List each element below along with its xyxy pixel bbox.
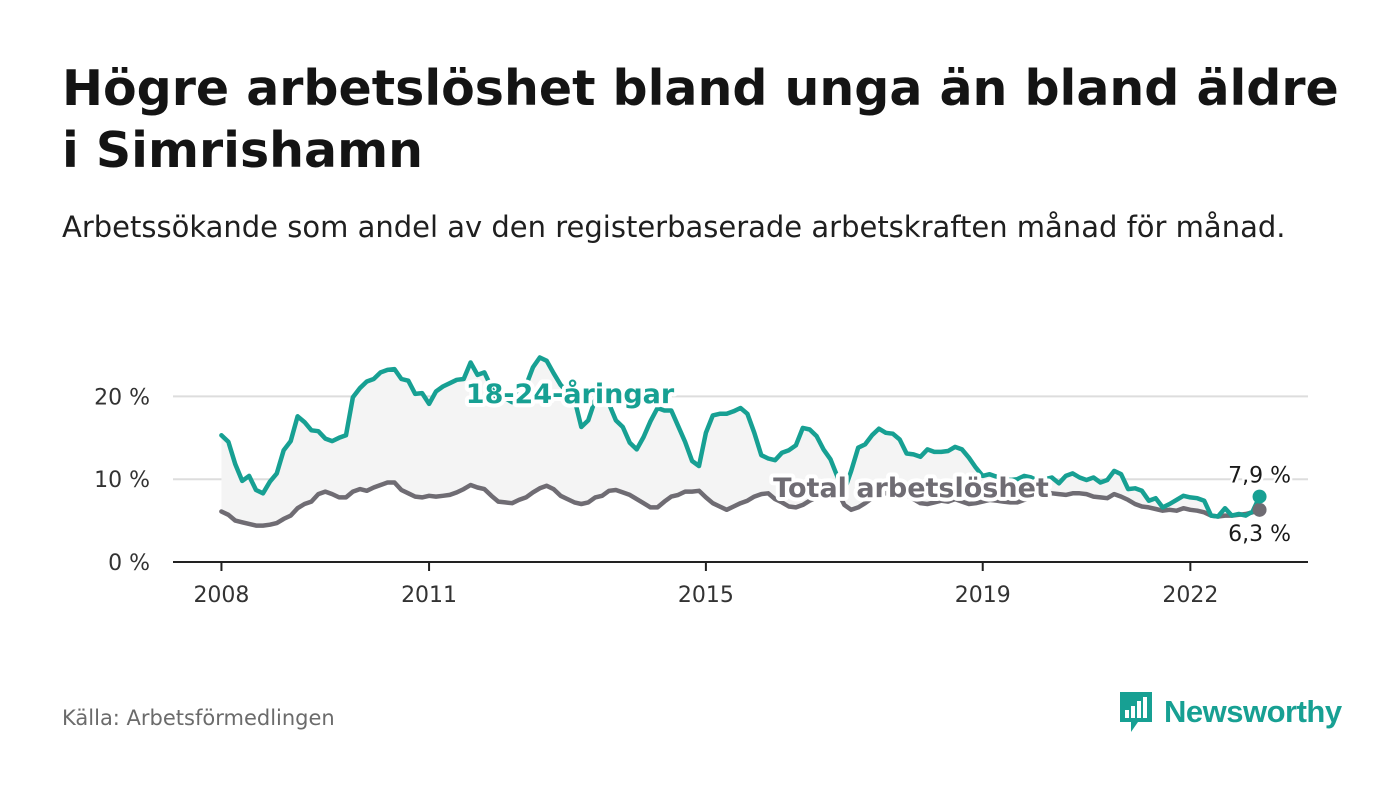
chart-labels: 7,9 % 6,3 % 18-24-åringar Total arbetslöshe… [462, 374, 1294, 549]
source-note: Källa: Arbetsförmedlingen [62, 706, 335, 730]
chart-axes: 0 % 10 % 20 % 2008 2011 2015 2019 2022 [94, 385, 1308, 608]
newsworthy-bar-chart-logo-icon [1120, 692, 1152, 732]
series-label-total: Total arbetslöshet [773, 473, 1049, 504]
end-point-total [1252, 502, 1267, 517]
brand-name: Newsworthy [1164, 694, 1342, 729]
x-tick-label: 2008 [193, 583, 249, 608]
x-tick-label: 2011 [401, 583, 457, 608]
end-label-youth: 7,9 % [1228, 464, 1291, 489]
gap-band [221, 357, 1260, 526]
x-tick-label: 2015 [678, 583, 734, 608]
end-point-youth [1252, 489, 1267, 504]
series-label-youth: 18-24-åringar [466, 378, 675, 410]
page-title: Högre arbetslöshet bland unga än bland ä… [62, 60, 1339, 179]
chart-subtitle: Arbetssökande som andel av den registerb… [62, 210, 1286, 244]
y-tick-label: 20 % [94, 385, 150, 410]
x-tick-label: 2019 [955, 583, 1011, 608]
x-tick-label: 2022 [1162, 583, 1218, 608]
series-line-youth [219, 355, 1262, 519]
y-tick-label: 0 % [108, 551, 150, 576]
y-tick-label: 10 % [94, 468, 150, 493]
end-label-total: 6,3 % [1228, 522, 1291, 547]
chart-series [219, 355, 1267, 528]
series-line-total [219, 480, 1262, 528]
line-chart: 0 % 10 % 20 % 2008 2011 2015 2019 2022 7,9 % 6,3… [94, 355, 1308, 608]
brand-logo[interactable]: Newsworthy [1118, 690, 1342, 734]
